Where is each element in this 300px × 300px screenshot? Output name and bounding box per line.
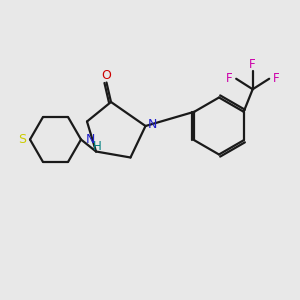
Text: F: F (249, 58, 256, 71)
Text: H: H (93, 140, 102, 154)
Text: F: F (272, 72, 279, 85)
Text: N: N (85, 133, 95, 146)
Text: O: O (102, 69, 111, 82)
Text: N: N (147, 118, 157, 131)
Text: S: S (19, 133, 26, 146)
Text: F: F (226, 72, 233, 85)
